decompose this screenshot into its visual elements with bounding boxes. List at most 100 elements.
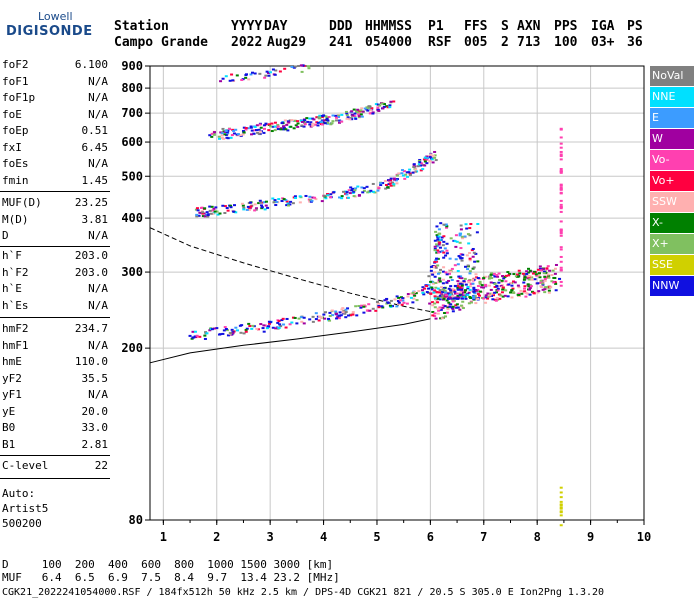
params-muf: MUF(D) 23.25 M(D) 3.81 D N/A <box>2 196 108 246</box>
echo-point <box>436 295 440 298</box>
echo-point <box>559 524 563 527</box>
echo-point <box>521 272 525 275</box>
echo-point <box>417 290 421 293</box>
echo-point <box>464 297 468 300</box>
header-cell: Campo Grande <box>114 35 208 50</box>
echo-point <box>559 500 563 503</box>
param-name: hmE <box>2 355 22 368</box>
echo-point <box>411 301 415 304</box>
echo-point <box>500 279 504 282</box>
echo-point <box>226 334 230 337</box>
echo-point <box>401 299 405 302</box>
echo-point <box>559 260 563 263</box>
echo-point <box>436 301 440 304</box>
echo-point <box>212 133 216 136</box>
echo-point <box>542 270 546 273</box>
echo-point <box>480 284 484 287</box>
electron-density-profile <box>149 227 431 364</box>
echo-point <box>543 288 547 291</box>
echo-point <box>435 260 439 263</box>
echo-point <box>276 321 280 324</box>
echo-point <box>235 74 239 77</box>
echo-point <box>211 209 215 212</box>
echo-point <box>415 299 419 302</box>
echo-point <box>453 292 457 295</box>
param-row: foF1 N/A <box>2 75 108 92</box>
echo-point <box>434 286 438 289</box>
digisonde-logo: Lowell DIGISONDE <box>2 4 102 44</box>
echo-point <box>255 124 259 127</box>
echo-point <box>389 184 393 187</box>
echo-point <box>559 268 563 271</box>
echo-point <box>463 277 467 280</box>
echo-point <box>512 280 516 283</box>
echo-point <box>474 252 478 255</box>
echo-point <box>516 273 520 276</box>
echo-point <box>495 285 499 288</box>
echo-point <box>262 324 266 327</box>
echo-point <box>300 119 304 122</box>
echo-point <box>305 117 309 120</box>
y-tick-label: 400 <box>121 211 143 225</box>
echo-point <box>486 292 490 295</box>
echo-point <box>433 150 437 153</box>
echo-point <box>290 321 294 324</box>
echo-point <box>455 240 459 243</box>
echo-point <box>439 317 443 320</box>
echo-point <box>463 291 467 294</box>
echo-point <box>250 327 254 330</box>
param-row: h`Es N/A <box>2 299 108 316</box>
profile-dashed-line <box>149 227 431 313</box>
echo-point <box>219 80 223 83</box>
echo-point <box>278 70 282 73</box>
echo-point <box>273 121 277 124</box>
echo-point <box>351 313 355 316</box>
echo-point <box>559 210 563 213</box>
echo-point <box>351 114 355 117</box>
echo-point <box>309 125 313 128</box>
echo-point <box>461 307 465 310</box>
echo-point <box>204 331 208 334</box>
echo-point <box>460 259 464 262</box>
echo-point <box>437 251 441 254</box>
echo-point <box>438 246 442 249</box>
echo-point <box>222 329 226 332</box>
echo-point <box>451 305 455 308</box>
echo-point <box>427 275 431 278</box>
echo-point <box>445 225 449 228</box>
echo-point <box>472 266 476 269</box>
param-value: N/A <box>88 282 108 295</box>
echo-point <box>433 295 437 298</box>
echo-point <box>349 117 353 120</box>
legend-entry: SSW <box>650 192 694 212</box>
param-value: 3.81 <box>81 212 109 226</box>
echo-point <box>351 187 355 190</box>
echo-point <box>318 116 322 119</box>
echo-point <box>254 208 258 211</box>
param-row: foEs N/A <box>2 157 108 174</box>
params-true-heights: hmF2 234.7 hmF1 N/A hmE 110.0 yF2 35.5 yF1 N/A yE 2… <box>2 322 108 454</box>
echo-point <box>298 195 302 198</box>
echo-point <box>248 325 252 328</box>
echo-point <box>241 204 245 207</box>
echo-point <box>447 287 451 290</box>
echo-point <box>474 296 478 299</box>
echo-point <box>191 336 195 339</box>
echo-point <box>517 293 521 296</box>
echo-point <box>437 291 441 294</box>
x-tick-label: 8 <box>534 530 541 544</box>
echo-point <box>300 120 304 123</box>
echo-point <box>434 281 438 284</box>
echo-point <box>317 319 321 322</box>
echo-point <box>224 129 228 132</box>
echo-point <box>459 304 463 307</box>
echo-point <box>460 277 464 280</box>
echo-point <box>435 291 439 294</box>
echo-point <box>272 201 276 204</box>
echo-point <box>267 123 271 126</box>
echo-point <box>328 319 332 322</box>
param-row: fxI 6.45 <box>2 141 108 158</box>
echo-point <box>260 206 264 209</box>
echo-point <box>331 120 335 123</box>
echo-point <box>406 293 410 296</box>
